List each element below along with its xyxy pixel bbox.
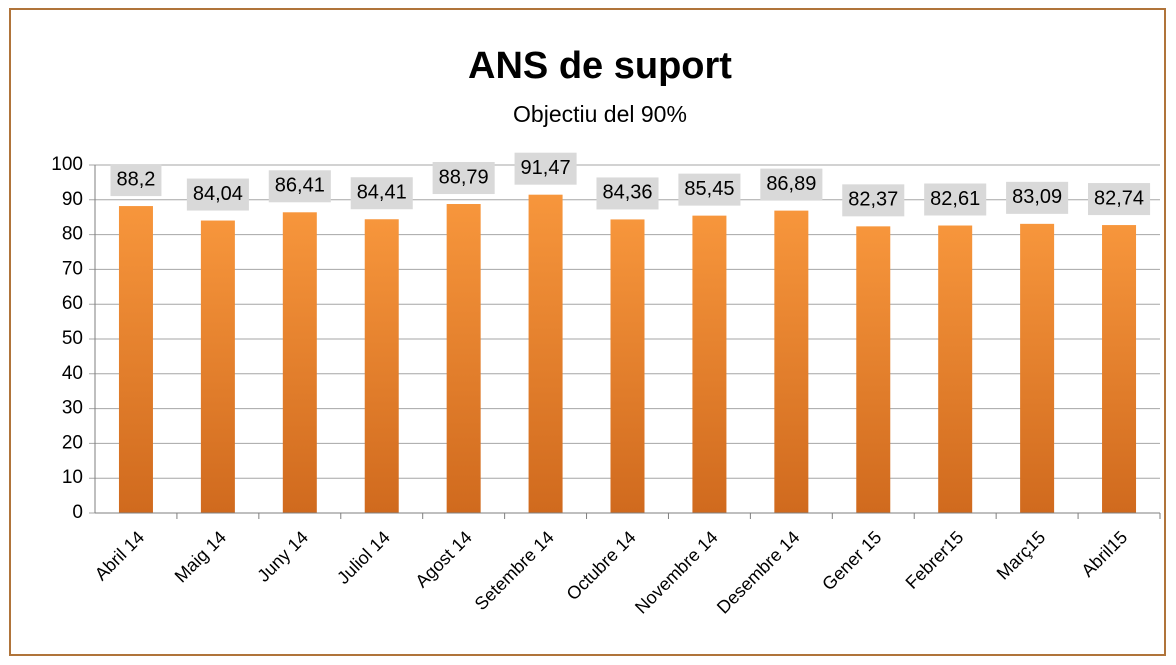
data-label-box: [678, 173, 741, 206]
data-label: 84,41: [357, 182, 407, 204]
data-label: 84,36: [602, 182, 652, 204]
data-label-box: [842, 184, 905, 217]
data-label-box: [514, 152, 577, 185]
bar: [118, 206, 153, 513]
data-label: 88,79: [439, 166, 489, 188]
y-tick-label: 10: [62, 467, 83, 488]
y-tick-label: 70: [62, 258, 83, 279]
data-label: 82,37: [848, 189, 898, 211]
y-tick-label: 60: [62, 293, 83, 314]
data-label-box: [596, 177, 659, 210]
bar: [282, 212, 317, 513]
data-label-box: [760, 168, 823, 201]
data-label-box: [432, 162, 495, 195]
bar: [774, 210, 809, 513]
chart-title: ANS de suport: [468, 45, 732, 87]
data-label-box: [186, 178, 249, 211]
data-label-box: [1006, 181, 1069, 214]
bar: [200, 220, 235, 513]
chart-subtitle: Objectiu del 90%: [513, 101, 687, 127]
data-label-box: [268, 170, 331, 203]
bar: [446, 204, 481, 513]
bar: [364, 219, 399, 513]
y-tick-label: 40: [62, 363, 83, 384]
data-label-box: [350, 177, 413, 210]
bar: [692, 215, 727, 513]
bar: [528, 194, 563, 514]
data-label: 82,74: [1094, 187, 1144, 209]
bar: [856, 226, 891, 513]
data-label: 88,2: [116, 168, 155, 190]
data-label: 86,89: [766, 173, 816, 195]
y-tick-label: 50: [62, 328, 83, 349]
y-tick-label: 30: [62, 398, 83, 419]
bar: [610, 219, 645, 514]
data-label-box: [1088, 183, 1151, 216]
y-tick-label: 20: [62, 432, 83, 453]
bar: [1020, 223, 1055, 513]
data-label: 82,61: [930, 188, 980, 210]
y-tick-label: 0: [72, 502, 83, 523]
y-tick-label: 90: [62, 189, 83, 210]
data-label: 83,09: [1012, 186, 1062, 208]
data-label: 91,47: [521, 157, 571, 179]
data-label-box: [110, 164, 162, 197]
bar: [1102, 225, 1137, 513]
data-label: 85,45: [684, 178, 734, 200]
y-tick-label: 100: [51, 154, 83, 175]
bar: [938, 225, 973, 513]
data-label: 86,41: [275, 175, 325, 197]
data-label-box: [924, 183, 987, 216]
y-tick-label: 80: [62, 224, 83, 245]
data-label: 84,04: [193, 183, 243, 205]
